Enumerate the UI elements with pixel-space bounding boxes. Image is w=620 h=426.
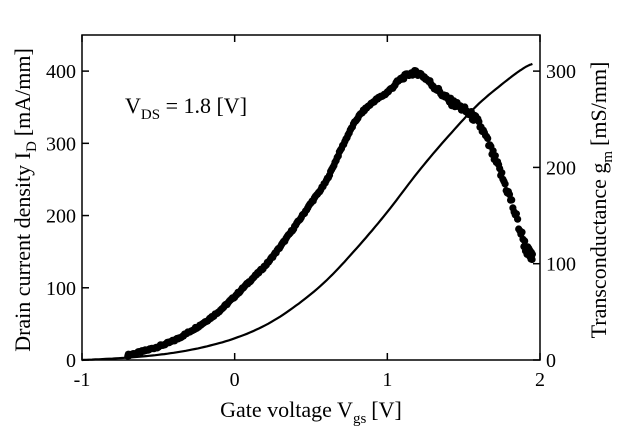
transconductance-point (514, 215, 522, 223)
y-axis-left-label-sub: D (24, 141, 40, 152)
y-axis-right-label: Transconductance gm [mS/mm] (586, 62, 616, 339)
annotation-vds: VDS = 1.8 [V] (125, 93, 247, 123)
transconductance-point (508, 196, 516, 204)
annotation-rest: = 1.8 [V] (160, 93, 247, 118)
y-right-tick-label: 100 (546, 254, 576, 276)
y-axis-left-label-main: Drain current density I (10, 152, 35, 352)
y-axis-right-label-main: Transconductance g (586, 163, 611, 339)
x-tick-label: 2 (535, 369, 545, 391)
transconductance-point (518, 228, 526, 236)
y-right-tick-label: 200 (546, 157, 576, 179)
annotation-sub: DS (141, 107, 160, 123)
transconductance-point (512, 210, 521, 218)
transconductance-point (505, 190, 514, 198)
y-right-tick-label: 0 (546, 350, 556, 372)
transconductance-point (498, 169, 506, 177)
y-axis-right-label-unit: [mS/mm] (586, 62, 611, 146)
plot-frame (81, 34, 541, 361)
x-tick-label: 0 (230, 369, 240, 391)
transconductance-point (528, 250, 537, 258)
series-layer (81, 62, 537, 362)
x-tick-label: -1 (74, 369, 91, 391)
y-axis-left-label-unit: [mA/mm] (10, 48, 35, 136)
x-axis-label-unit: [V] (371, 397, 402, 422)
transconductance-point (528, 255, 536, 264)
transconductance-point (484, 134, 492, 142)
x-axis-label-sub: gs (353, 411, 367, 426)
transconductance-point (475, 118, 483, 126)
y-left-tick-label: 100 (46, 278, 76, 300)
transconductance-point (521, 237, 529, 245)
x-axis-label: Gate voltage Vgs [V] (220, 397, 402, 426)
y-left-tick-label: 200 (46, 206, 76, 228)
y-axis-right-label-sub: m (600, 151, 616, 163)
y-left-tick-label: 0 (66, 350, 76, 372)
y-right-tick-label: 300 (546, 61, 576, 83)
transconductance-point (501, 180, 509, 188)
y-axis-left-label: Drain current density ID [mA/mm] (10, 48, 40, 352)
series-line-drain-current (81, 62, 533, 362)
y-left-tick-label: 400 (46, 61, 76, 83)
transconductance-point (491, 152, 499, 160)
x-axis-label-main: Gate voltage V (220, 397, 353, 422)
annotation-main: V (125, 93, 141, 118)
x-tick-label: 1 (382, 369, 392, 391)
y-left-tick-label: 300 (46, 133, 76, 155)
